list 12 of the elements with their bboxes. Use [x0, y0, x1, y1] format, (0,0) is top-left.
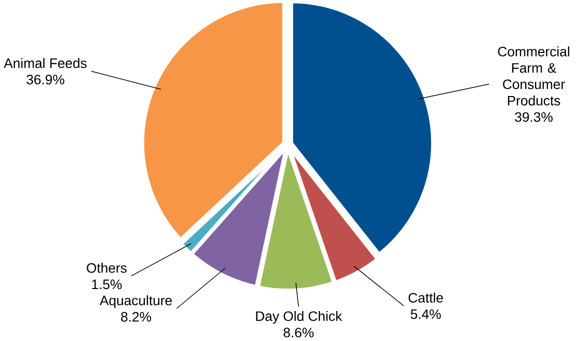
- data-label: 39.3%: [514, 112, 553, 122]
- data-label: 1.5%: [92, 280, 122, 290]
- data-label: 8.2%: [121, 312, 152, 322]
- data-label: 8.6%: [284, 328, 314, 338]
- slice-label: Cattle: [408, 292, 443, 303]
- slice-label: Aquaculture: [100, 295, 172, 308]
- slice-label: Others: [86, 262, 127, 273]
- data-label: 5.4%: [410, 309, 441, 319]
- slice-label: Day Old Chick: [256, 310, 342, 324]
- slice-label: Commercial Farm & Consumer Products: [498, 46, 570, 106]
- slice-label: Animal Feeds: [4, 58, 87, 68]
- data-label: 36.9%: [26, 74, 64, 84]
